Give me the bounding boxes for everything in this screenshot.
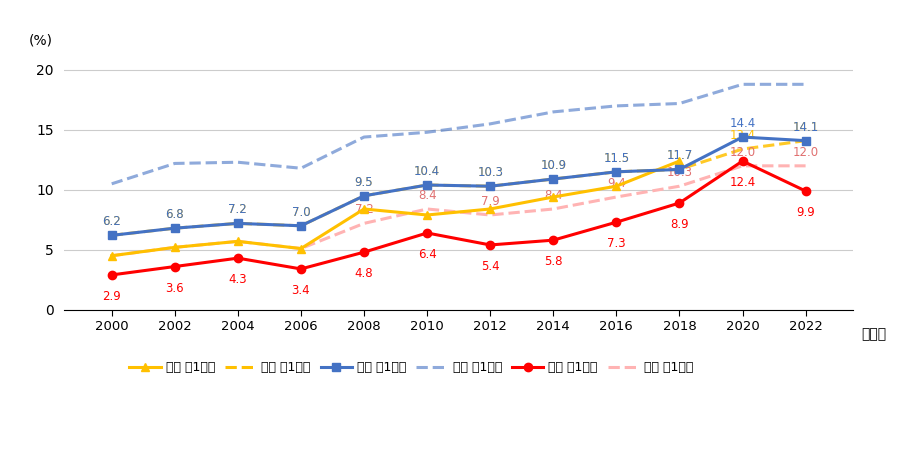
Text: 9.5: 9.5 — [355, 176, 374, 189]
Text: 11.7: 11.7 — [666, 149, 693, 162]
Text: 12.0: 12.0 — [729, 146, 756, 159]
Legend: 全体 週1以上, 全体 年1以上, 男性 週1以上, 男性 年1以上, 女性 週1以上, 女性 年1以上: 全体 週1以上, 全体 年1以上, 男性 週1以上, 男性 年1以上, 女性 週… — [124, 356, 698, 379]
Text: 14.1: 14.1 — [793, 121, 819, 134]
Text: 6.2: 6.2 — [103, 216, 122, 228]
Text: 4.3: 4.3 — [229, 273, 248, 287]
Text: 11.5: 11.5 — [603, 152, 629, 165]
Text: (%): (%) — [29, 34, 53, 48]
Text: 10.3: 10.3 — [666, 166, 692, 179]
Text: 2.9: 2.9 — [103, 290, 122, 303]
Text: 9.4: 9.4 — [607, 177, 625, 190]
Text: 7.0: 7.0 — [292, 206, 310, 219]
Text: 6.8: 6.8 — [166, 208, 184, 221]
Text: 6.2: 6.2 — [103, 216, 122, 228]
Text: 14.1: 14.1 — [793, 121, 819, 134]
Text: 11.5: 11.5 — [603, 152, 629, 165]
Text: 3.4: 3.4 — [292, 284, 310, 297]
Text: 10.3: 10.3 — [477, 166, 503, 179]
Text: 12.0: 12.0 — [793, 146, 819, 159]
Text: 10.9: 10.9 — [540, 159, 566, 172]
Text: 8.4: 8.4 — [418, 189, 436, 202]
Text: 10.9: 10.9 — [540, 159, 566, 172]
Text: 9.5: 9.5 — [355, 176, 374, 189]
Text: 8.9: 8.9 — [670, 218, 688, 231]
Text: 6.4: 6.4 — [418, 248, 436, 261]
Text: 8.4: 8.4 — [544, 189, 562, 202]
Text: 6.8: 6.8 — [166, 208, 184, 221]
Text: 4.8: 4.8 — [355, 268, 374, 280]
Text: 11.7: 11.7 — [666, 149, 693, 162]
Text: 10.4: 10.4 — [414, 165, 440, 178]
Text: 13.4: 13.4 — [729, 129, 756, 142]
Text: 9.9: 9.9 — [796, 206, 815, 219]
Text: 7.2: 7.2 — [355, 203, 374, 217]
Text: 3.6: 3.6 — [166, 282, 184, 295]
Text: 14.4: 14.4 — [729, 117, 756, 130]
Text: 12.4: 12.4 — [729, 176, 756, 189]
Text: 7.0: 7.0 — [292, 206, 310, 219]
Text: （年）: （年） — [860, 327, 886, 341]
Text: 7.2: 7.2 — [229, 203, 248, 217]
Text: 5.4: 5.4 — [481, 260, 500, 273]
Text: 7.9: 7.9 — [481, 195, 500, 208]
Text: 5.8: 5.8 — [544, 256, 562, 268]
Text: 7.3: 7.3 — [607, 238, 625, 250]
Text: 10.4: 10.4 — [414, 165, 440, 178]
Text: 7.2: 7.2 — [229, 203, 248, 217]
Text: 10.3: 10.3 — [477, 166, 503, 179]
